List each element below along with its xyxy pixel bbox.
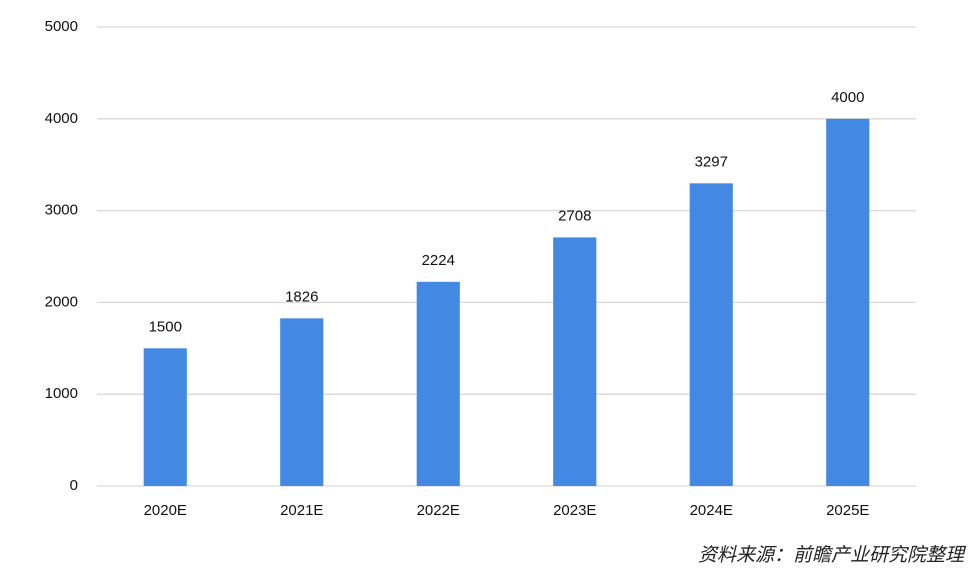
bar	[689, 183, 733, 487]
data-label: 2224	[422, 252, 455, 269]
x-tick-label: 2025E	[826, 502, 869, 519]
y-tick-label: 3000	[45, 202, 78, 219]
data-label: 1500	[149, 318, 182, 335]
y-tick-label: 2000	[45, 293, 78, 310]
y-tick-label: 1000	[45, 385, 78, 402]
bar	[143, 348, 187, 486]
bar	[280, 318, 324, 486]
y-tick-label: 4000	[45, 110, 78, 127]
x-tick-label: 2023E	[553, 502, 596, 519]
bar	[826, 118, 870, 487]
y-tick-label: 5000	[45, 18, 78, 35]
x-tick-label: 2020E	[144, 502, 187, 519]
data-label: 1826	[285, 288, 318, 305]
bar	[553, 237, 597, 486]
data-label: 3297	[695, 153, 728, 170]
x-tick-label: 2024E	[690, 502, 733, 519]
data-label: 4000	[831, 89, 864, 106]
y-tick-label: 0	[70, 477, 78, 494]
data-label: 2708	[558, 207, 591, 224]
x-tick-label: 2022E	[417, 502, 460, 519]
source-note: 资料来源：前瞻产业研究院整理	[698, 544, 967, 566]
x-tick-label: 2021E	[280, 502, 323, 519]
bar	[416, 281, 460, 486]
